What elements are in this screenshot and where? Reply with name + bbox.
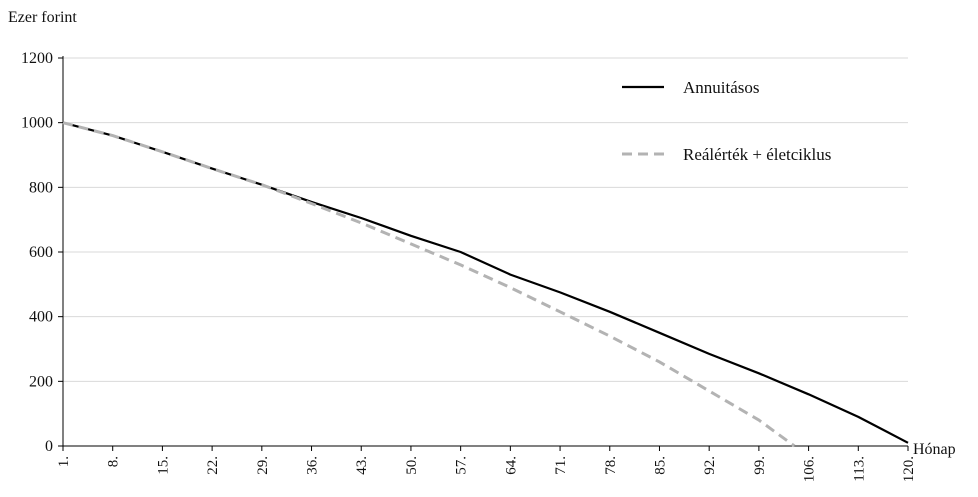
x-tick-label: 64. bbox=[503, 456, 519, 475]
y-axis-title: Ezer forint bbox=[8, 9, 77, 26]
x-tick-label: 1. bbox=[56, 456, 72, 467]
x-tick-label: 71. bbox=[553, 456, 569, 475]
x-tick-label: 57. bbox=[454, 456, 470, 475]
x-tick-label: 78. bbox=[603, 456, 619, 475]
x-tick-label: 43. bbox=[354, 456, 370, 475]
x-tick-label: 120. bbox=[901, 456, 917, 482]
series-line-annuitasos bbox=[62, 121, 909, 444]
x-axis-title: Hónap bbox=[913, 441, 956, 458]
legend-label: Reálérték + életciklus bbox=[683, 145, 831, 164]
tick-labels: 0 200 400 600 800 1000 1200 1. 8. 15. 22. 29. 36. 43.… bbox=[21, 50, 917, 482]
y-tick-label: 800 bbox=[29, 179, 53, 196]
legend: Annuitásos Reálérték + életciklus bbox=[622, 78, 831, 164]
x-tick-label: 15. bbox=[155, 456, 171, 475]
axes bbox=[58, 56, 909, 451]
x-tick-label: 85. bbox=[652, 456, 668, 475]
y-tick-label: 400 bbox=[29, 309, 53, 326]
x-tick-label: 113. bbox=[851, 456, 867, 482]
legend-label: Annuitásos bbox=[683, 78, 760, 97]
x-tick-label: 36. bbox=[305, 456, 321, 475]
y-tick-label: 0 bbox=[45, 438, 53, 455]
x-tick-label: 22. bbox=[205, 456, 221, 475]
y-tick-label: 600 bbox=[29, 244, 53, 261]
x-tick-label: 50. bbox=[404, 456, 420, 475]
series-lines bbox=[62, 121, 909, 448]
x-tick-label: 8. bbox=[106, 456, 122, 467]
series-line-realertek bbox=[62, 121, 796, 448]
x-tick-label: 92. bbox=[702, 456, 718, 475]
y-tick-label: 1000 bbox=[21, 115, 53, 132]
x-tick-label: 99. bbox=[752, 456, 768, 475]
y-tick-label: 1200 bbox=[21, 50, 53, 67]
x-tick-label: 106. bbox=[802, 456, 818, 482]
gridlines bbox=[63, 57, 908, 382]
x-tick-label: 29. bbox=[255, 456, 271, 475]
y-tick-label: 200 bbox=[29, 373, 53, 390]
